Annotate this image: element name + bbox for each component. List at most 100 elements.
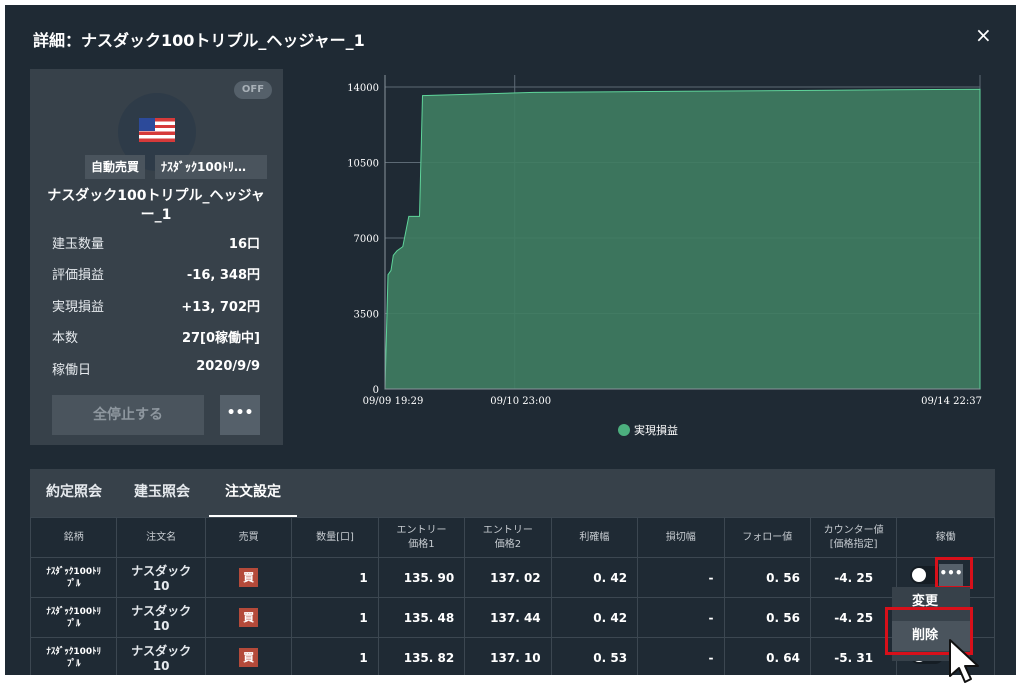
column-header-line1: 銘柄	[63, 531, 84, 543]
table-row[interactable]: ﾅｽﾀﾞｯｸ100ﾄﾘ ﾌﾟﾙ ナスダック10 買 1 135. 90 137. 02 0. …	[29, 557, 995, 598]
column-header: 利確幅	[550, 517, 639, 558]
y-tick-label: 7000	[354, 234, 379, 245]
info-value: -16, 348円	[186, 268, 260, 283]
menu-item-edit[interactable]: 変更	[912, 594, 939, 609]
column-header-line1: 数量[口]	[316, 531, 354, 543]
info-row-realized-pl: 実現損益 +13, 702円	[52, 296, 260, 316]
cell-counter: -4. 25	[809, 557, 898, 598]
tab-executions[interactable]: 約定照会	[46, 484, 102, 500]
column-header-line2: 価格1	[408, 538, 435, 550]
info-value: 27[0稼働中]	[181, 331, 260, 346]
table-row[interactable]: ﾅｽﾀﾞｯｸ100ﾄﾘ ﾌﾟﾙ ナスダック10 買 1 135. 48 137. 44 0. …	[29, 597, 995, 638]
chart-svg: 14000 10500 7000 3500 009/09 19:29 09/10 23:0…	[347, 75, 982, 407]
close-icon[interactable]: ×	[975, 23, 992, 47]
tab-bar: 約定照会 建玉照会 注文設定	[30, 469, 995, 517]
info-row-start-date: 稼働日 2020/9/9	[52, 359, 260, 379]
cell-e2: 137. 10	[464, 637, 552, 675]
table-row[interactable]: ﾅｽﾀﾞｯｸ100ﾄﾘ ﾌﾟﾙ ナスダック10 買 1 135. 82 137. 10 0. …	[29, 637, 995, 675]
legend-dot-icon	[618, 424, 630, 436]
cell-symbol: ﾅｽﾀﾞｯｸ100ﾄﾘ ﾌﾟﾙ	[29, 597, 118, 638]
mouse-cursor-icon	[949, 639, 979, 683]
info-value: 16口	[228, 237, 260, 252]
info-row-count: 本数 27[0稼働中]	[52, 327, 260, 347]
modal-title: 詳細：ナスダック100トリプル_ヘッジャー_1	[33, 31, 365, 50]
column-header-line1: 売買	[238, 531, 259, 543]
tag-symbol: ﾅｽﾀﾞｯｸ100ﾄﾘ…	[155, 155, 267, 179]
more-options-button[interactable]: •••	[220, 395, 260, 435]
cell-symbol: ﾅｽﾀﾞｯｸ100ﾄﾘ ﾌﾟﾙ	[29, 557, 118, 598]
column-header-line2: [価格指定]	[829, 538, 878, 550]
column-header: カウンター値 [価格指定]	[809, 517, 898, 558]
cell-follow: 0. 64	[723, 637, 811, 675]
cell-name: ナスダック10	[116, 557, 206, 598]
symbol-text: ﾅｽﾀﾞｯｸ100ﾄﾘ	[46, 646, 102, 657]
cell-name: ナスダック10	[116, 597, 206, 638]
cell-symbol: ﾅｽﾀﾞｯｸ100ﾄﾘ ﾌﾟﾙ	[29, 637, 118, 675]
column-header-line1: エントリー	[482, 524, 533, 536]
cell-name: ナスダック10	[116, 637, 206, 675]
column-header-line1: フォロー値	[742, 531, 793, 543]
cell-side: 買	[204, 597, 293, 638]
symbol-text: ﾅｽﾀﾞｯｸ100ﾄﾘ	[46, 606, 102, 617]
cell-sl: -	[637, 637, 725, 675]
cell-tp: 0. 42	[550, 597, 639, 638]
column-header-line1: 注文名	[146, 531, 177, 543]
cell-e2: 137. 02	[464, 557, 552, 598]
cell-qty: 1	[291, 597, 379, 638]
tab-positions[interactable]: 建玉照会	[134, 484, 190, 500]
info-label: 実現損益	[52, 300, 105, 315]
cell-sl: -	[637, 557, 725, 598]
stop-all-button[interactable]: 全停止する	[52, 395, 204, 435]
row-more-button[interactable]: •••	[939, 564, 963, 586]
detail-modal: 詳細：ナスダック100トリプル_ヘッジャー_1 × OFF 自動売買 ﾅｽﾀﾞｯ…	[5, 5, 1016, 675]
column-header: エントリー 価格2	[464, 517, 552, 558]
column-header: 銘柄	[29, 517, 118, 558]
y-tick-label: 3500	[354, 310, 379, 321]
us-flag-icon	[139, 118, 175, 142]
x-tick-label: 09/09 19:29	[363, 396, 424, 407]
info-label: 評価損益	[52, 268, 105, 283]
highlight-box-delete	[885, 607, 973, 655]
cell-e2: 137. 44	[464, 597, 552, 638]
strategy-summary-card: OFF 自動売買 ﾅｽﾀﾞｯｸ100ﾄﾘ… ナスダック100トリプル_ヘッジャ …	[30, 69, 283, 445]
buy-badge: 買	[239, 568, 259, 587]
info-value: +13, 702円	[181, 300, 260, 315]
order-settings-table: 銘柄 注文名 売買 数量[口] エントリー価格1 エントリー 価格2 利確幅 損切幅 フォロー値 カ…	[29, 517, 995, 675]
column-header: フォロー値	[723, 517, 811, 558]
column-header: 数量[口]	[291, 517, 379, 558]
cell-side: 買	[204, 557, 293, 598]
y-tick-label: 14000	[347, 83, 379, 94]
cell-e1: 135. 82	[377, 637, 466, 675]
strategy-name-line1: ナスダック100トリプル_ヘッジャ	[47, 188, 265, 204]
tab-order-settings[interactable]: 注文設定	[209, 469, 297, 517]
cell-e1: 135. 48	[377, 597, 466, 638]
column-header: 注文名	[116, 517, 206, 558]
cell-qty: 1	[291, 637, 379, 675]
cell-counter: -4. 25	[809, 597, 898, 638]
symbol-text: ﾌﾟﾙ	[66, 618, 81, 629]
cell-e1: 135. 90	[377, 557, 466, 598]
y-tick-label: 10500	[347, 159, 379, 170]
column-header: 損切幅	[637, 517, 725, 558]
realized-pl-chart: 14000 10500 7000 3500 0 09/09 19:29 09/10 23:0…	[305, 65, 1005, 455]
column-header-line1: エントリー	[396, 524, 447, 536]
legend-label: 実現損益	[634, 424, 678, 437]
info-label: 稼働日	[52, 363, 92, 378]
info-label: 本数	[52, 331, 79, 346]
x-tick-label: 09/10 23:00	[490, 396, 551, 407]
cell-counter: -5. 31	[809, 637, 898, 675]
cell-side: 買	[204, 637, 293, 675]
info-label: 建玉数量	[52, 237, 105, 252]
y-tick-label: 0	[373, 385, 379, 396]
strategy-name-line2: ー_1	[140, 207, 172, 223]
column-header-line1: 利確幅	[579, 531, 610, 543]
status-badge[interactable]: OFF	[234, 81, 272, 99]
cell-follow: 0. 56	[723, 557, 811, 598]
tag-auto-trade: 自動売買	[85, 155, 146, 179]
info-row-unrealized-pl: 評価損益 -16, 348円	[52, 264, 260, 284]
info-value: 2020/9/9	[196, 359, 260, 374]
symbol-text: ﾌﾟﾙ	[66, 578, 81, 589]
column-header-line1: カウンター値	[823, 524, 884, 536]
cell-tp: 0. 53	[550, 637, 639, 675]
column-header-line1: 稼働	[935, 531, 956, 543]
